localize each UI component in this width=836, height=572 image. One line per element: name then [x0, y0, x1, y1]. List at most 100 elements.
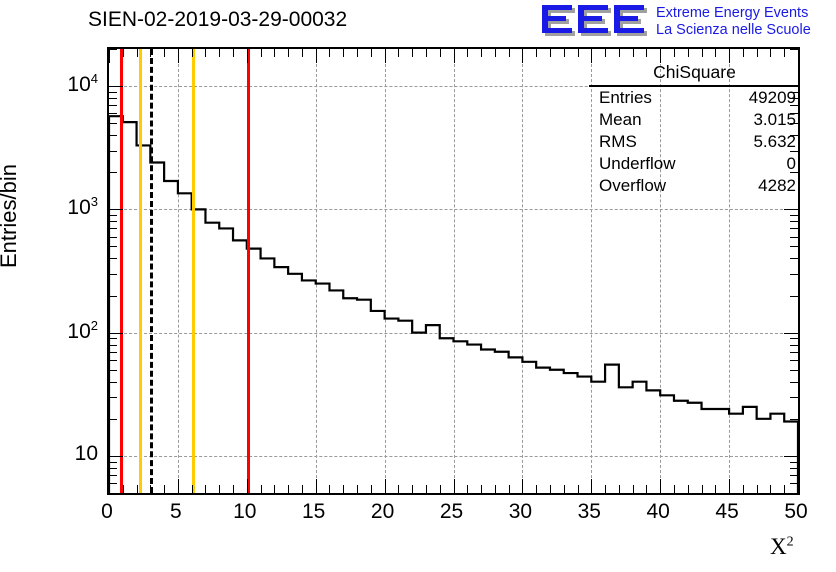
- y-tick-right: [790, 351, 798, 353]
- x-tick: [618, 485, 620, 493]
- x-tick-top: [605, 49, 607, 57]
- x-tick-top: [632, 49, 634, 57]
- y-tick-label-base: 10: [74, 441, 98, 465]
- x-tick-top: [784, 49, 786, 57]
- y-tick-label: 104: [30, 71, 98, 97]
- x-tick: [494, 485, 496, 493]
- x-tick: [687, 485, 689, 493]
- x-tick-top: [577, 49, 579, 57]
- x-tick-label: 50: [784, 500, 808, 523]
- y-tick: [109, 455, 123, 457]
- stats-key: RMS: [599, 132, 637, 151]
- y-tick: [109, 123, 117, 125]
- x-tick: [439, 485, 441, 493]
- x-tick: [398, 485, 400, 493]
- x-tick: [425, 485, 427, 493]
- x-tick: [701, 485, 703, 493]
- x-tick: [715, 485, 717, 493]
- stats-key: Entries: [599, 88, 652, 107]
- x-tick: [164, 485, 166, 493]
- y-tick: [109, 221, 117, 223]
- stats-value: 5.632: [753, 132, 796, 151]
- y-tick-right: [790, 381, 798, 383]
- y-tick: [109, 258, 117, 260]
- x-tick-top: [522, 49, 524, 63]
- x-tick: [122, 485, 124, 493]
- y-axis-title: Entries/bin: [0, 164, 21, 268]
- y-tick: [109, 49, 117, 50]
- x-tick-top: [536, 49, 538, 57]
- y-tick: [109, 338, 117, 340]
- x-tick: [549, 485, 551, 493]
- y-tick: [109, 467, 117, 469]
- y-tick-right: [790, 474, 798, 476]
- x-tick: [591, 479, 593, 493]
- x-tick-label: 30: [508, 500, 533, 523]
- x-tick-label: 40: [646, 500, 670, 523]
- x-tick-top: [343, 49, 345, 57]
- x-tick: [729, 479, 731, 493]
- gridline-vertical: [384, 49, 386, 493]
- x-tick-top: [329, 49, 331, 57]
- x-tick-top: [715, 49, 717, 57]
- x-tick: [577, 485, 579, 493]
- x-tick: [233, 485, 235, 493]
- x-tick: [660, 479, 662, 493]
- x-tick-top: [673, 49, 675, 57]
- x-tick: [370, 485, 372, 493]
- eee-logo: Extreme Energy Events La Scienza nelle S…: [540, 4, 836, 44]
- x-tick-top: [150, 49, 152, 57]
- gridline-vertical: [522, 49, 524, 493]
- y-tick-right: [790, 215, 798, 216]
- x-tick: [467, 485, 469, 493]
- y-tick-label-exponent: 3: [90, 194, 98, 210]
- gridline-vertical: [177, 49, 179, 493]
- x-tick: [315, 479, 317, 493]
- x-tick-label: 5: [170, 500, 182, 523]
- y-tick-right: [790, 397, 798, 399]
- y-tick-right: [790, 228, 798, 230]
- y-tick-right: [790, 221, 798, 223]
- y-tick-right: [790, 359, 798, 361]
- y-tick-right: [790, 493, 798, 494]
- y-tick-label-base: 10: [67, 196, 91, 220]
- x-tick-top: [260, 49, 262, 57]
- stats-value: 4282: [758, 176, 796, 195]
- page-title: SIEN-02-2019-03-29-00032: [88, 8, 348, 31]
- statistics-box: ChiSquare Entries 49209 Mean 3.015 RMS 5.632 U…: [589, 62, 800, 197]
- x-tick-top: [508, 49, 510, 57]
- x-tick-top: [591, 49, 593, 63]
- x-tick-top: [164, 49, 166, 57]
- x-tick: [219, 485, 221, 493]
- x-tick-label: 10: [233, 500, 257, 523]
- y-tick-right: [790, 91, 798, 93]
- x-tick: [301, 485, 303, 493]
- x-tick-top: [549, 49, 551, 57]
- x-tick-top: [660, 49, 662, 63]
- y-tick-right: [790, 236, 798, 238]
- x-tick-top: [109, 49, 110, 63]
- y-tick-right: [790, 273, 798, 275]
- x-tick-top: [246, 49, 248, 63]
- x-tick: [109, 479, 110, 493]
- stats-value: 49209: [748, 88, 796, 107]
- y-tick-label-exponent: 2: [90, 317, 98, 333]
- y-tick-right: [790, 369, 798, 371]
- mean-dashed-line: [150, 49, 154, 493]
- x-tick-top: [205, 49, 207, 57]
- x-tick-top: [646, 49, 648, 57]
- x-tick-top: [370, 49, 372, 57]
- stats-key: Mean: [599, 110, 642, 129]
- y-tick: [109, 209, 123, 211]
- y-tick: [109, 135, 117, 137]
- x-tick: [508, 485, 510, 493]
- x-tick-label: 45: [715, 500, 739, 523]
- y-tick: [109, 483, 117, 485]
- x-tick: [673, 485, 675, 493]
- x-tick-top: [742, 49, 744, 57]
- lower-red-cut: [120, 49, 124, 493]
- x-tick-top: [481, 49, 483, 57]
- x-tick-top: [274, 49, 276, 57]
- x-tick: [191, 485, 193, 493]
- x-tick: [136, 485, 138, 493]
